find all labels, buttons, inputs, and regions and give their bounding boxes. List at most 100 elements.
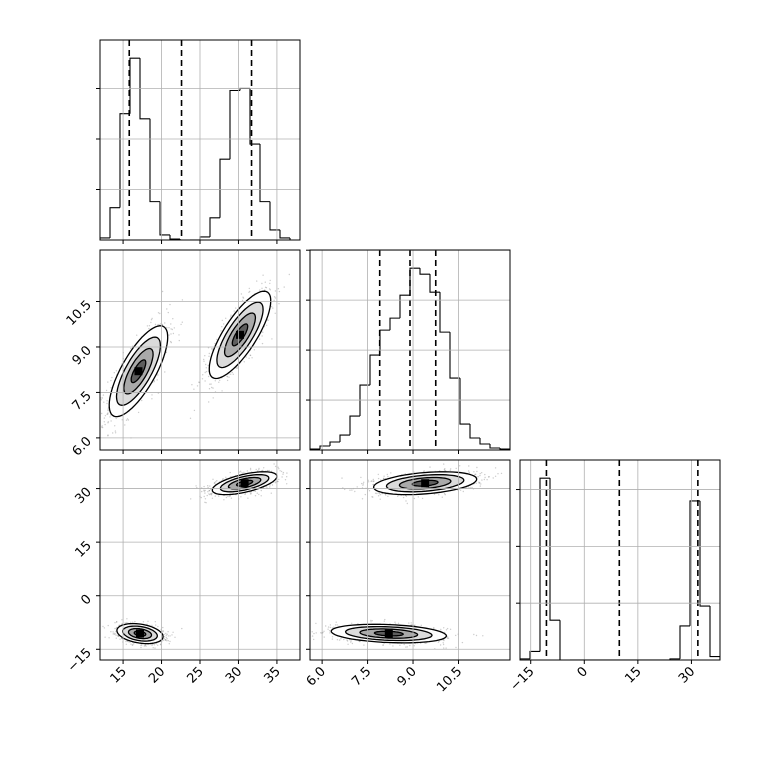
scatter-point xyxy=(101,426,103,428)
panel-frame xyxy=(519,459,721,661)
histogram-bin xyxy=(169,234,180,240)
scatter-point xyxy=(248,291,250,293)
scatter-point xyxy=(213,482,216,485)
scatter-point xyxy=(211,347,213,350)
histogram-bin xyxy=(479,438,490,445)
scatter-point xyxy=(274,482,276,484)
scatter-point xyxy=(107,421,110,423)
scatter-point xyxy=(195,485,197,487)
scatter-point xyxy=(347,643,349,645)
scatter-point xyxy=(207,485,209,487)
scatter-point xyxy=(323,630,325,632)
scatter-point xyxy=(478,482,480,484)
scatter-point xyxy=(146,325,149,327)
scatter-point xyxy=(174,636,176,638)
scatter-point xyxy=(329,624,332,626)
scatter-point xyxy=(161,323,163,326)
scatter-point xyxy=(208,493,210,495)
scatter-point xyxy=(113,372,116,374)
scatter-point xyxy=(155,624,157,626)
scatter-point xyxy=(204,380,206,382)
scatter-point xyxy=(145,645,147,647)
scatter-point xyxy=(108,637,110,639)
scatter-point xyxy=(313,632,315,635)
scatter-point xyxy=(102,394,105,396)
scatter-point xyxy=(203,489,205,491)
scatter-point xyxy=(157,312,160,314)
scatter-point xyxy=(151,624,153,627)
histogram-bin xyxy=(159,201,170,236)
scatter-point xyxy=(272,307,274,309)
scatter-point xyxy=(151,394,153,396)
scatter-point xyxy=(351,642,354,645)
scatter-point xyxy=(126,418,129,420)
scatter-point xyxy=(249,354,252,357)
scatter-point xyxy=(358,640,361,643)
scatter-point xyxy=(239,471,241,473)
scatter-point xyxy=(445,629,448,631)
scatter-point xyxy=(379,498,381,500)
scatter-point xyxy=(160,644,162,646)
scatter-point xyxy=(479,474,481,477)
scatter-point xyxy=(204,355,206,357)
scatter-point xyxy=(107,413,109,415)
scatter-point xyxy=(181,627,183,630)
scatter-point xyxy=(479,472,481,475)
histogram-bin xyxy=(100,237,110,240)
scatter-point xyxy=(249,354,251,356)
scatter-point xyxy=(264,286,267,288)
scatter-point xyxy=(109,416,111,418)
scatter-point xyxy=(242,297,245,299)
scatter-point xyxy=(254,495,257,497)
scatter-point xyxy=(274,297,277,299)
scatter-point xyxy=(204,498,207,500)
scatter-point xyxy=(338,639,341,641)
scatter-point xyxy=(137,411,140,414)
scatter-point xyxy=(258,493,260,496)
density-cluster xyxy=(100,290,184,439)
scatter-point xyxy=(249,467,252,470)
scatter-point xyxy=(107,434,109,436)
scatter-point xyxy=(193,388,195,390)
scatter-point xyxy=(382,644,384,646)
scatter-point xyxy=(273,296,276,298)
scatter-point xyxy=(221,326,223,328)
scatter-point xyxy=(271,338,273,340)
scatter-point xyxy=(229,495,231,498)
scatter-point xyxy=(275,481,277,483)
scatter-point xyxy=(229,316,232,318)
scatter-point xyxy=(214,342,216,345)
scatter-point xyxy=(241,472,243,474)
scatter-point xyxy=(444,469,446,472)
scatter-point xyxy=(110,379,112,382)
scatter-point xyxy=(240,496,242,498)
scatter-point xyxy=(107,624,109,627)
scatter-point xyxy=(447,637,450,640)
scatter-point xyxy=(106,400,108,402)
scatter-point xyxy=(124,424,126,426)
scatter-point xyxy=(170,341,172,344)
scatter-point xyxy=(171,328,173,331)
scatter-point xyxy=(437,641,440,643)
scatter-point xyxy=(459,465,461,467)
scatter-point xyxy=(413,471,415,473)
scatter-point xyxy=(115,627,118,629)
histogram-bin xyxy=(399,294,410,319)
scatter-point xyxy=(157,625,159,628)
scatter-point xyxy=(115,637,118,639)
scatter-point xyxy=(246,470,248,472)
scatter-point xyxy=(336,639,339,641)
scatter-point xyxy=(102,625,104,628)
scatter-point xyxy=(403,643,405,646)
histogram-bin xyxy=(310,448,320,450)
scatter-point xyxy=(114,622,116,624)
scatter-point xyxy=(213,481,216,484)
scatter-point xyxy=(282,471,285,474)
scatter-point xyxy=(163,636,166,638)
scatter-point xyxy=(372,496,374,498)
scatter-point xyxy=(181,299,184,301)
density-peak xyxy=(134,367,143,376)
scatter-point xyxy=(169,640,171,643)
scatter-point xyxy=(117,635,120,637)
scatter-point xyxy=(181,321,183,323)
